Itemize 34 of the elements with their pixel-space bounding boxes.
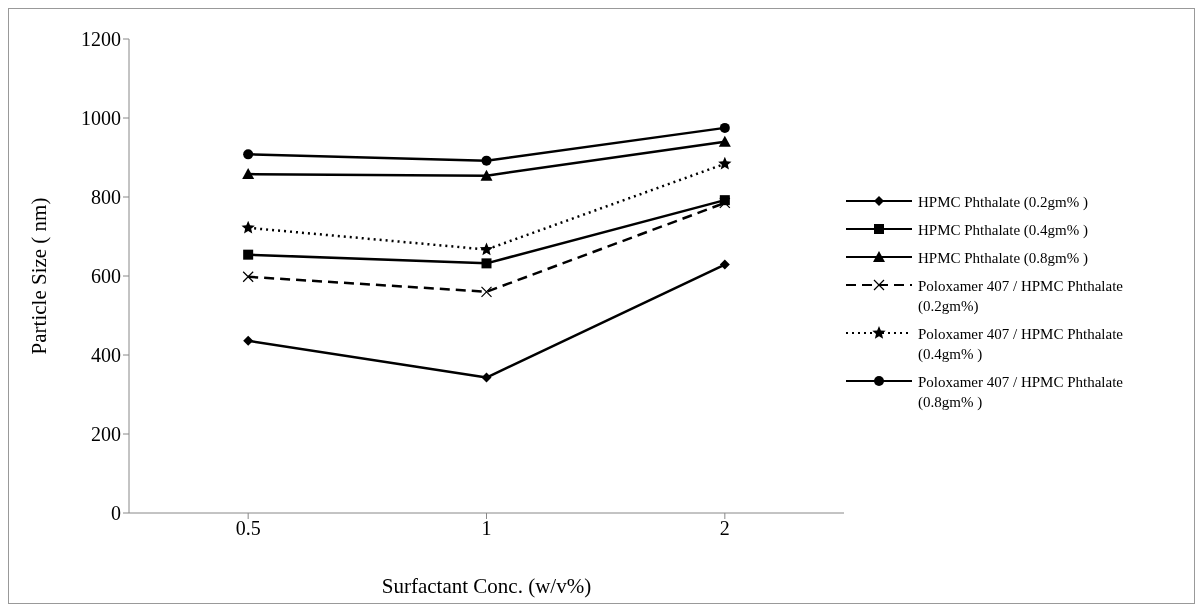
point [718,135,731,147]
legend-label: HPMC Phthalate (0.4gm% ) [918,221,1089,240]
point [719,259,730,270]
y-tick-label: 200 [91,423,121,446]
legend-label: Poloxamer 407 / HPMC Phthalate (0.2gm%) [918,277,1124,316]
point [242,168,255,180]
x-axis-title: Surfactant Conc. (w/v%) [381,573,592,598]
point [719,122,730,133]
point [480,169,493,181]
point [243,149,254,160]
y-tick-label: 800 [91,186,121,209]
point [479,242,494,256]
point [241,220,255,234]
point [243,335,254,346]
y-tick-label: 1000 [81,107,121,130]
x-tick-label: 0.5 [235,517,261,540]
y-axis-title: Particle Size ( nm) [27,197,52,355]
y-tick-label: 400 [91,344,121,367]
point [243,249,254,260]
legend-label: Poloxamer 407 / HPMC Phthalate (0.8gm% ) [918,373,1124,412]
y-tick-label: 0 [111,502,121,525]
point [481,155,492,166]
point [481,258,492,269]
point [242,271,254,283]
legend-label: HPMC Phthalate (0.2gm% ) [918,193,1089,212]
y-tick-label: 1200 [81,28,121,51]
x-tick-label: 2 [719,517,730,540]
legend-label: HPMC Phthalate (0.8gm% ) [918,249,1089,268]
point [480,286,493,298]
y-tick-label: 600 [91,265,121,288]
point [481,372,492,383]
x-tick-label: 1 [481,517,492,540]
point [718,156,732,170]
legend-label: Poloxamer 407 / HPMC Phthalate (0.4gm% ) [918,325,1124,364]
